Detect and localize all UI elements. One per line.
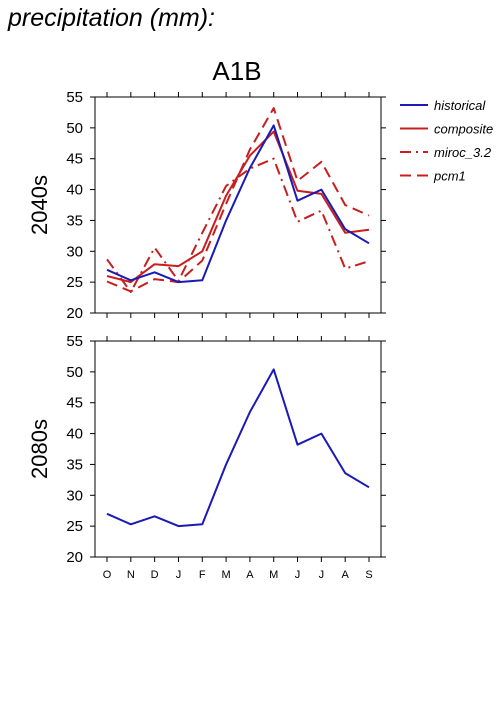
x-tick-label: F (199, 569, 206, 581)
y-tick-label: 50 (66, 364, 83, 381)
x-tick-label: J (176, 569, 182, 581)
y-axis-label: 2080s (27, 419, 52, 479)
y-tick-label: 30 (66, 487, 83, 504)
chart-panel-2080s: 20 25 30 35 40 45 50 55 O N D J F M A M J J A S 2080s (27, 333, 386, 581)
x-tick-label: A (246, 569, 254, 581)
y-tick-label: 40 (66, 182, 83, 199)
y-tick-label: 45 (66, 151, 83, 168)
x-tick-label: J (319, 569, 325, 581)
y-tick-label: 20 (66, 305, 83, 322)
page-title: precipitation (mm): (8, 4, 215, 32)
x-tick-label: D (151, 569, 159, 581)
legend-label: composite (434, 122, 493, 137)
y-tick-label: 25 (66, 274, 83, 291)
legend-label: pcm1 (433, 169, 466, 184)
x-tick-label: M (269, 569, 278, 581)
y-axis-label: 2040s (27, 175, 52, 235)
series-line-pcm1 (106, 107, 370, 293)
x-tick-label: A (342, 569, 350, 581)
series-line-historical (106, 124, 370, 284)
chart-panel-2040s: 20 25 30 35 40 45 50 55 2040s (27, 89, 386, 322)
x-tick-label: O (103, 569, 112, 581)
series-line-miroc-3-2 (106, 157, 370, 293)
y-tick-label: 20 (66, 549, 83, 566)
series-line-historical (106, 368, 370, 528)
y-tick-label: 35 (66, 212, 83, 229)
legend-label: historical (434, 98, 486, 113)
y-tick-label: 25 (66, 518, 83, 535)
x-tick-label: N (127, 569, 135, 581)
panel-title: A1B (212, 56, 261, 86)
y-tick-label: 55 (66, 333, 83, 350)
y-tick-label: 45 (66, 395, 83, 412)
plot-frame (94, 96, 382, 314)
x-tick-label: J (295, 569, 301, 581)
series-line-composite (106, 130, 370, 284)
legend-label: miroc_3.2 (434, 145, 492, 160)
x-tick-label: S (365, 569, 372, 581)
y-tick-label: 55 (66, 89, 83, 106)
y-tick-label: 50 (66, 120, 83, 137)
plot-frame (94, 340, 382, 558)
y-tick-label: 40 (66, 426, 83, 443)
legend: historical composite miroc_3.2 pcm1 (400, 98, 493, 184)
y-tick-label: 35 (66, 456, 83, 473)
y-tick-label: 30 (66, 243, 83, 260)
x-tick-label: M (222, 569, 231, 581)
